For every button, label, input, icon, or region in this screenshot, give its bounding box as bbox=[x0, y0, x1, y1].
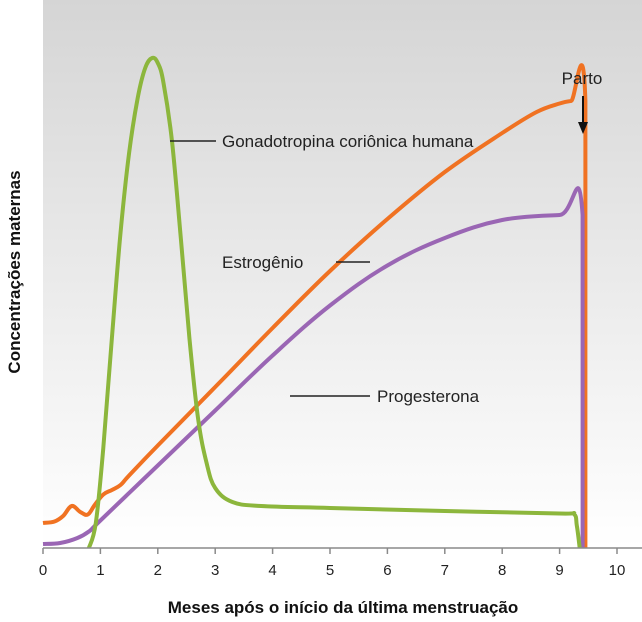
x-tick-label: 7 bbox=[441, 562, 449, 579]
hcg-annotation-label: Gonadotropina coriônica humana bbox=[222, 132, 474, 151]
parto-label: Parto bbox=[562, 69, 603, 88]
y-axis-title: Concentrações maternas bbox=[5, 170, 24, 373]
estrogen-line bbox=[42, 63, 588, 548]
annotations: Gonadotropina coriônica humana Estrogêni… bbox=[170, 69, 602, 406]
x-tick-label: 3 bbox=[211, 562, 219, 579]
x-tick-label: 8 bbox=[498, 562, 506, 579]
hcg-line bbox=[86, 55, 582, 549]
x-tick-label: 1 bbox=[96, 562, 104, 579]
series-layer bbox=[42, 55, 588, 549]
x-ticks: 0 1 2 3 4 5 6 7 8 9 10 bbox=[39, 548, 626, 579]
x-tick-label: 9 bbox=[555, 562, 563, 579]
parto-arrow-head bbox=[578, 122, 588, 134]
progesterone-annotation-label: Progesterona bbox=[377, 387, 480, 406]
plot-background bbox=[43, 0, 642, 548]
x-axis-title: Meses após o início da última menstruaçã… bbox=[168, 598, 519, 617]
x-tick-label: 10 bbox=[609, 562, 626, 579]
x-tick-label: 2 bbox=[154, 562, 162, 579]
x-tick-label: 0 bbox=[39, 562, 47, 579]
x-tick-label: 4 bbox=[268, 562, 276, 579]
x-tick-label: 5 bbox=[326, 562, 334, 579]
estrogen-annotation-label: Estrogênio bbox=[222, 253, 303, 272]
x-tick-label: 6 bbox=[383, 562, 391, 579]
progesterone-line bbox=[42, 186, 585, 548]
